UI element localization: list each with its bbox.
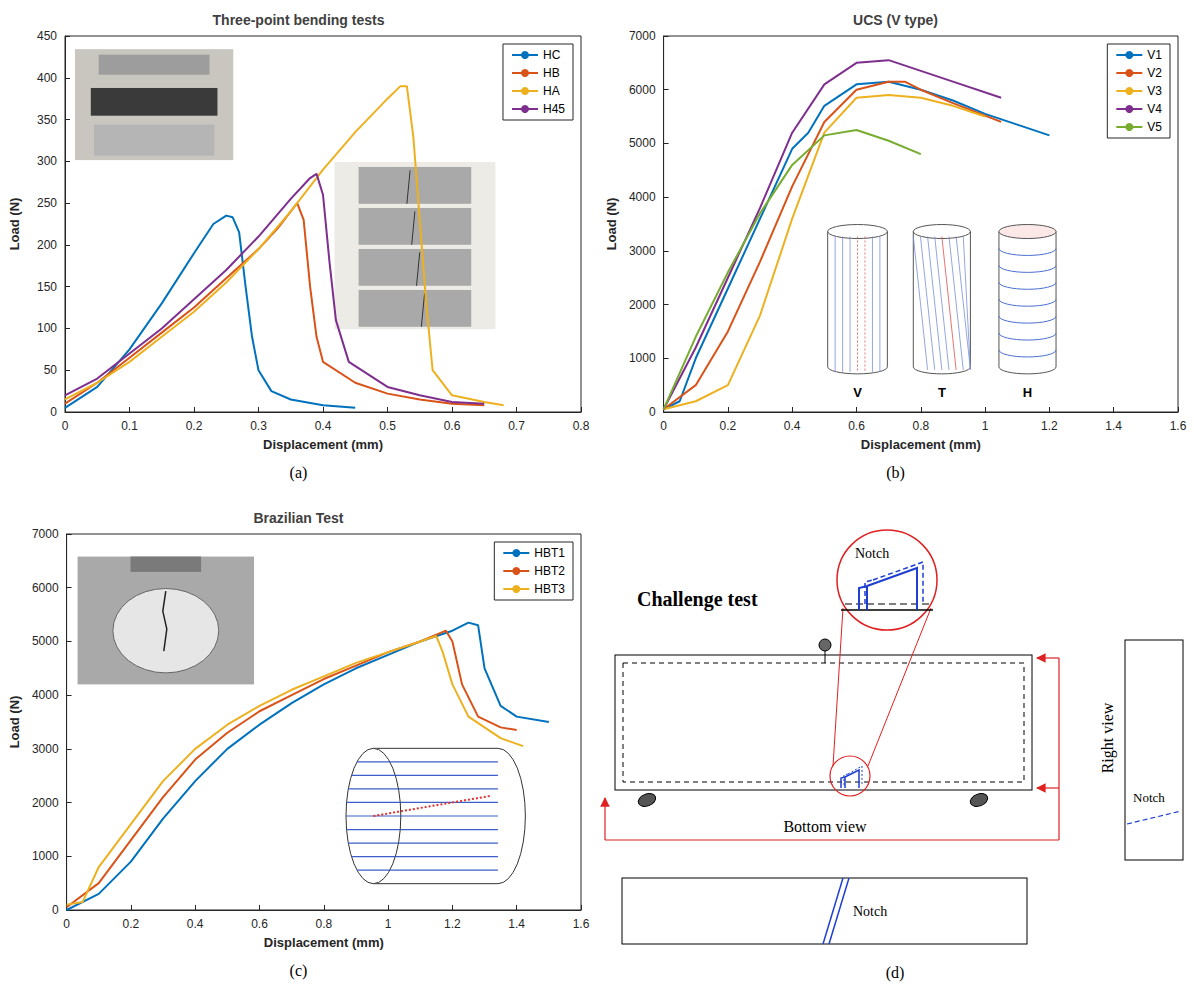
svg-text:HBT1: HBT1 bbox=[534, 546, 565, 560]
svg-text:6000: 6000 bbox=[32, 581, 59, 595]
svg-text:Displacement (mm): Displacement (mm) bbox=[861, 437, 981, 452]
svg-text:0.6: 0.6 bbox=[251, 917, 268, 931]
svg-text:HA: HA bbox=[543, 84, 560, 98]
svg-text:(d): (d) bbox=[886, 964, 905, 982]
svg-text:7000: 7000 bbox=[32, 527, 59, 541]
svg-text:Load (N): Load (N) bbox=[604, 198, 619, 251]
svg-text:Notch: Notch bbox=[1133, 790, 1165, 805]
svg-text:0: 0 bbox=[660, 419, 667, 433]
svg-text:0.6: 0.6 bbox=[848, 419, 865, 433]
svg-text:0.2: 0.2 bbox=[123, 917, 140, 931]
svg-text:H45: H45 bbox=[543, 102, 565, 116]
svg-text:Displacement (mm): Displacement (mm) bbox=[263, 437, 383, 452]
svg-text:Three-point bending tests: Three-point bending tests bbox=[213, 12, 385, 28]
svg-text:150: 150 bbox=[37, 280, 57, 294]
svg-text:0: 0 bbox=[52, 903, 59, 917]
svg-text:1.2: 1.2 bbox=[444, 917, 461, 931]
svg-text:HBT2: HBT2 bbox=[534, 564, 565, 578]
svg-text:100: 100 bbox=[37, 321, 57, 335]
svg-text:V3: V3 bbox=[1147, 84, 1162, 98]
svg-text:4000: 4000 bbox=[32, 688, 59, 702]
svg-text:Displacement (mm): Displacement (mm) bbox=[264, 935, 384, 950]
svg-text:250: 250 bbox=[37, 196, 57, 210]
svg-text:1000: 1000 bbox=[629, 351, 656, 365]
svg-text:5000: 5000 bbox=[629, 136, 656, 150]
svg-text:Load (N): Load (N) bbox=[7, 198, 22, 251]
svg-text:300: 300 bbox=[37, 154, 57, 168]
svg-text:0.4: 0.4 bbox=[784, 419, 801, 433]
svg-text:0.8: 0.8 bbox=[315, 917, 332, 931]
svg-text:0.8: 0.8 bbox=[912, 419, 929, 433]
svg-text:HC: HC bbox=[543, 48, 561, 62]
svg-text:Notch: Notch bbox=[853, 904, 887, 919]
svg-text:Challenge test: Challenge test bbox=[637, 588, 758, 611]
svg-text:0.7: 0.7 bbox=[508, 419, 525, 433]
svg-text:1: 1 bbox=[385, 917, 392, 931]
svg-text:1.4: 1.4 bbox=[1105, 419, 1122, 433]
svg-text:50: 50 bbox=[44, 363, 58, 377]
svg-text:2000: 2000 bbox=[629, 298, 656, 312]
svg-text:5000: 5000 bbox=[32, 634, 59, 648]
svg-text:Bottom view: Bottom view bbox=[783, 818, 867, 835]
svg-text:V1: V1 bbox=[1147, 48, 1162, 62]
svg-text:2000: 2000 bbox=[32, 796, 59, 810]
svg-text:H: H bbox=[1023, 385, 1032, 400]
svg-text:3000: 3000 bbox=[32, 742, 59, 756]
svg-text:1.6: 1.6 bbox=[1170, 419, 1187, 433]
svg-text:0: 0 bbox=[649, 405, 656, 419]
svg-text:1.2: 1.2 bbox=[1041, 419, 1058, 433]
svg-text:0.3: 0.3 bbox=[250, 419, 267, 433]
svg-text:0.4: 0.4 bbox=[315, 419, 332, 433]
svg-text:450: 450 bbox=[37, 29, 57, 43]
svg-text:1.6: 1.6 bbox=[573, 917, 590, 931]
svg-text:0: 0 bbox=[63, 917, 70, 931]
svg-text:3000: 3000 bbox=[629, 244, 656, 258]
svg-text:4000: 4000 bbox=[629, 190, 656, 204]
svg-text:400: 400 bbox=[37, 71, 57, 85]
html-text:(a): (a) bbox=[289, 464, 308, 481]
svg-text:0: 0 bbox=[50, 405, 57, 419]
svg-text:0.5: 0.5 bbox=[379, 419, 396, 433]
svg-text:V: V bbox=[853, 385, 862, 400]
svg-text:350: 350 bbox=[37, 113, 57, 127]
svg-text:0.8: 0.8 bbox=[573, 419, 590, 433]
svg-text:V4: V4 bbox=[1147, 102, 1162, 116]
svg-text:V2: V2 bbox=[1147, 66, 1162, 80]
svg-text:0.2: 0.2 bbox=[720, 419, 737, 433]
svg-text:1000: 1000 bbox=[32, 849, 59, 863]
svg-text:T: T bbox=[938, 385, 946, 400]
svg-text:7000: 7000 bbox=[629, 29, 656, 43]
svg-text:0: 0 bbox=[62, 419, 69, 433]
svg-text:UCS (V type): UCS (V type) bbox=[853, 12, 938, 28]
svg-text:1: 1 bbox=[982, 419, 989, 433]
html-text:(b): (b) bbox=[886, 464, 905, 481]
html-text:(c): (c) bbox=[289, 962, 308, 979]
svg-text:200: 200 bbox=[37, 238, 57, 252]
svg-text:Brazilian Test: Brazilian Test bbox=[254, 510, 344, 526]
svg-text:HBT3: HBT3 bbox=[534, 582, 565, 596]
svg-text:Notch: Notch bbox=[855, 546, 889, 561]
svg-text:6000: 6000 bbox=[629, 83, 656, 97]
svg-text:Right view: Right view bbox=[1099, 702, 1117, 773]
svg-text:0.4: 0.4 bbox=[187, 917, 204, 931]
svg-text:0.6: 0.6 bbox=[444, 419, 461, 433]
svg-text:0.1: 0.1 bbox=[121, 419, 138, 433]
svg-text:HB: HB bbox=[543, 66, 560, 80]
svg-text:Load (N): Load (N) bbox=[7, 696, 22, 749]
svg-text:V5: V5 bbox=[1147, 120, 1162, 134]
svg-text:1.4: 1.4 bbox=[508, 917, 525, 931]
svg-text:0.2: 0.2 bbox=[186, 419, 203, 433]
